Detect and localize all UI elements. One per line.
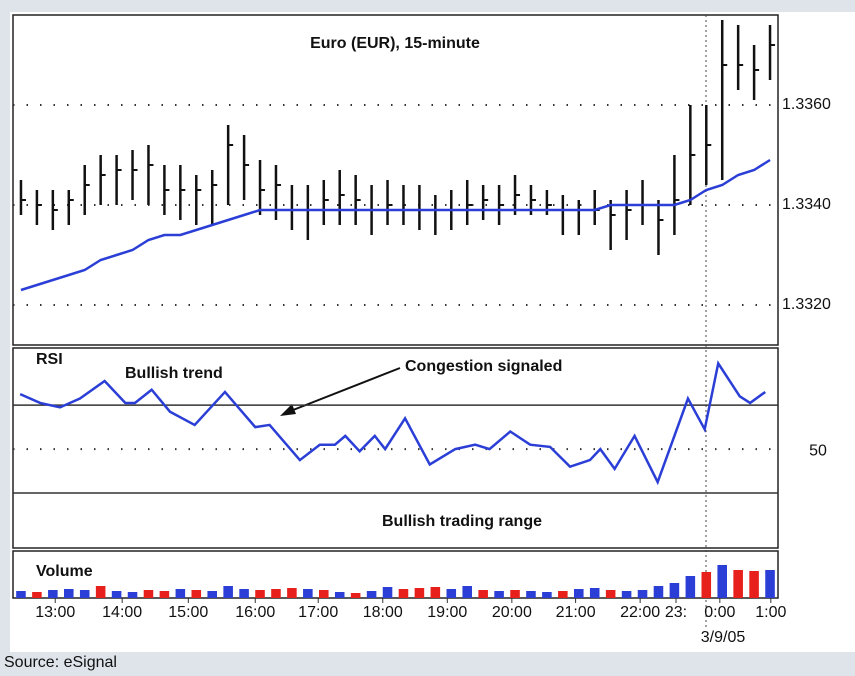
x-tick-label: 22:00: [620, 604, 660, 621]
x-tick-label: 16:00: [235, 604, 275, 621]
x-tick-label: 1:00: [755, 604, 786, 621]
rsi-line: [19, 360, 766, 486]
volume-bar: [558, 591, 568, 598]
volume-bar: [574, 589, 584, 598]
rsi-panel: [12, 347, 779, 549]
volume-bar: [494, 591, 504, 598]
volume-bar: [191, 590, 202, 598]
y-tick-label: 50: [809, 442, 827, 459]
volume-bar: [733, 570, 743, 598]
plot-area: [10, 12, 855, 652]
volume-bar: [95, 586, 106, 598]
volume-bar: [749, 571, 759, 598]
annotation: Bullish trend: [125, 365, 223, 382]
volume-bar: [621, 591, 632, 598]
volume-bar: [478, 590, 488, 598]
chart-title: Euro (EUR), 15-minute: [310, 35, 480, 52]
volume-bar: [319, 590, 329, 598]
annotation: Congestion signaled: [405, 358, 562, 375]
volume-bar: [653, 586, 664, 598]
volume-bar: [159, 591, 170, 598]
y-tick-label: 1.3320: [782, 296, 831, 313]
volume-bar: [382, 587, 393, 598]
x-tick-label: 18:00: [363, 604, 403, 621]
x-tick-label: 19:00: [427, 604, 467, 621]
volume-bar: [287, 588, 297, 598]
volume-bar: [239, 589, 249, 598]
volume-bar: [175, 589, 186, 598]
x-tick-label: 15:00: [168, 604, 208, 621]
volume-bar: [143, 590, 154, 598]
date-label: 3/9/05: [701, 629, 746, 646]
volume-bar: [64, 589, 74, 598]
x-tick-label: 21:00: [556, 604, 596, 621]
x-tick-label: 0:00: [704, 604, 735, 621]
price-panel: [12, 14, 779, 346]
moving-average: [20, 158, 771, 292]
x-tick-label: 20:00: [492, 604, 532, 621]
volume-bar: [271, 589, 281, 598]
annotation: Bullish trading range: [382, 513, 542, 530]
volume-bar: [589, 588, 600, 598]
volume-bar: [637, 590, 648, 598]
arrow-head: [280, 404, 296, 416]
x-tick-label: 17:00: [298, 604, 338, 621]
x-tick-label: 23:: [665, 604, 687, 621]
volume-bar: [79, 590, 90, 598]
volume-bar: [701, 572, 712, 598]
volume-bar: [350, 593, 361, 598]
volume-bar: [303, 589, 313, 598]
volume-bar: [127, 592, 138, 598]
volume-bar: [414, 588, 425, 598]
volume-bar: [685, 576, 696, 598]
volume-bar: [526, 591, 536, 598]
volume-bar: [605, 590, 616, 598]
x-tick-label: 13:00: [35, 604, 75, 621]
source: Source: eSignal: [4, 654, 117, 671]
panel-title: Volume: [36, 563, 93, 580]
volume-bar: [255, 590, 265, 598]
volume-bar: [462, 586, 472, 598]
volume-bar: [223, 586, 233, 598]
x-tick-label: 14:00: [102, 604, 142, 621]
volume-bar: [542, 592, 552, 598]
volume-bar: [334, 592, 345, 598]
panel-title: RSI: [36, 351, 63, 368]
volume-bar: [366, 591, 377, 598]
volume-panel: [12, 550, 779, 599]
volume-bar: [717, 565, 727, 598]
volume-bar: [111, 591, 122, 598]
volume-bar: [398, 589, 409, 598]
y-tick-label: 1.3360: [782, 96, 831, 113]
volume-bar: [510, 590, 520, 598]
volume-bar: [16, 591, 26, 598]
volume-bar: [430, 587, 441, 598]
volume-bar: [32, 592, 42, 598]
volume-bar: [207, 591, 217, 598]
volume-bar: [765, 570, 775, 598]
volume-bar: [48, 590, 58, 598]
volume-bar: [446, 589, 457, 598]
volume-bar: [669, 583, 680, 598]
y-tick-label: 1.3340: [782, 196, 831, 213]
